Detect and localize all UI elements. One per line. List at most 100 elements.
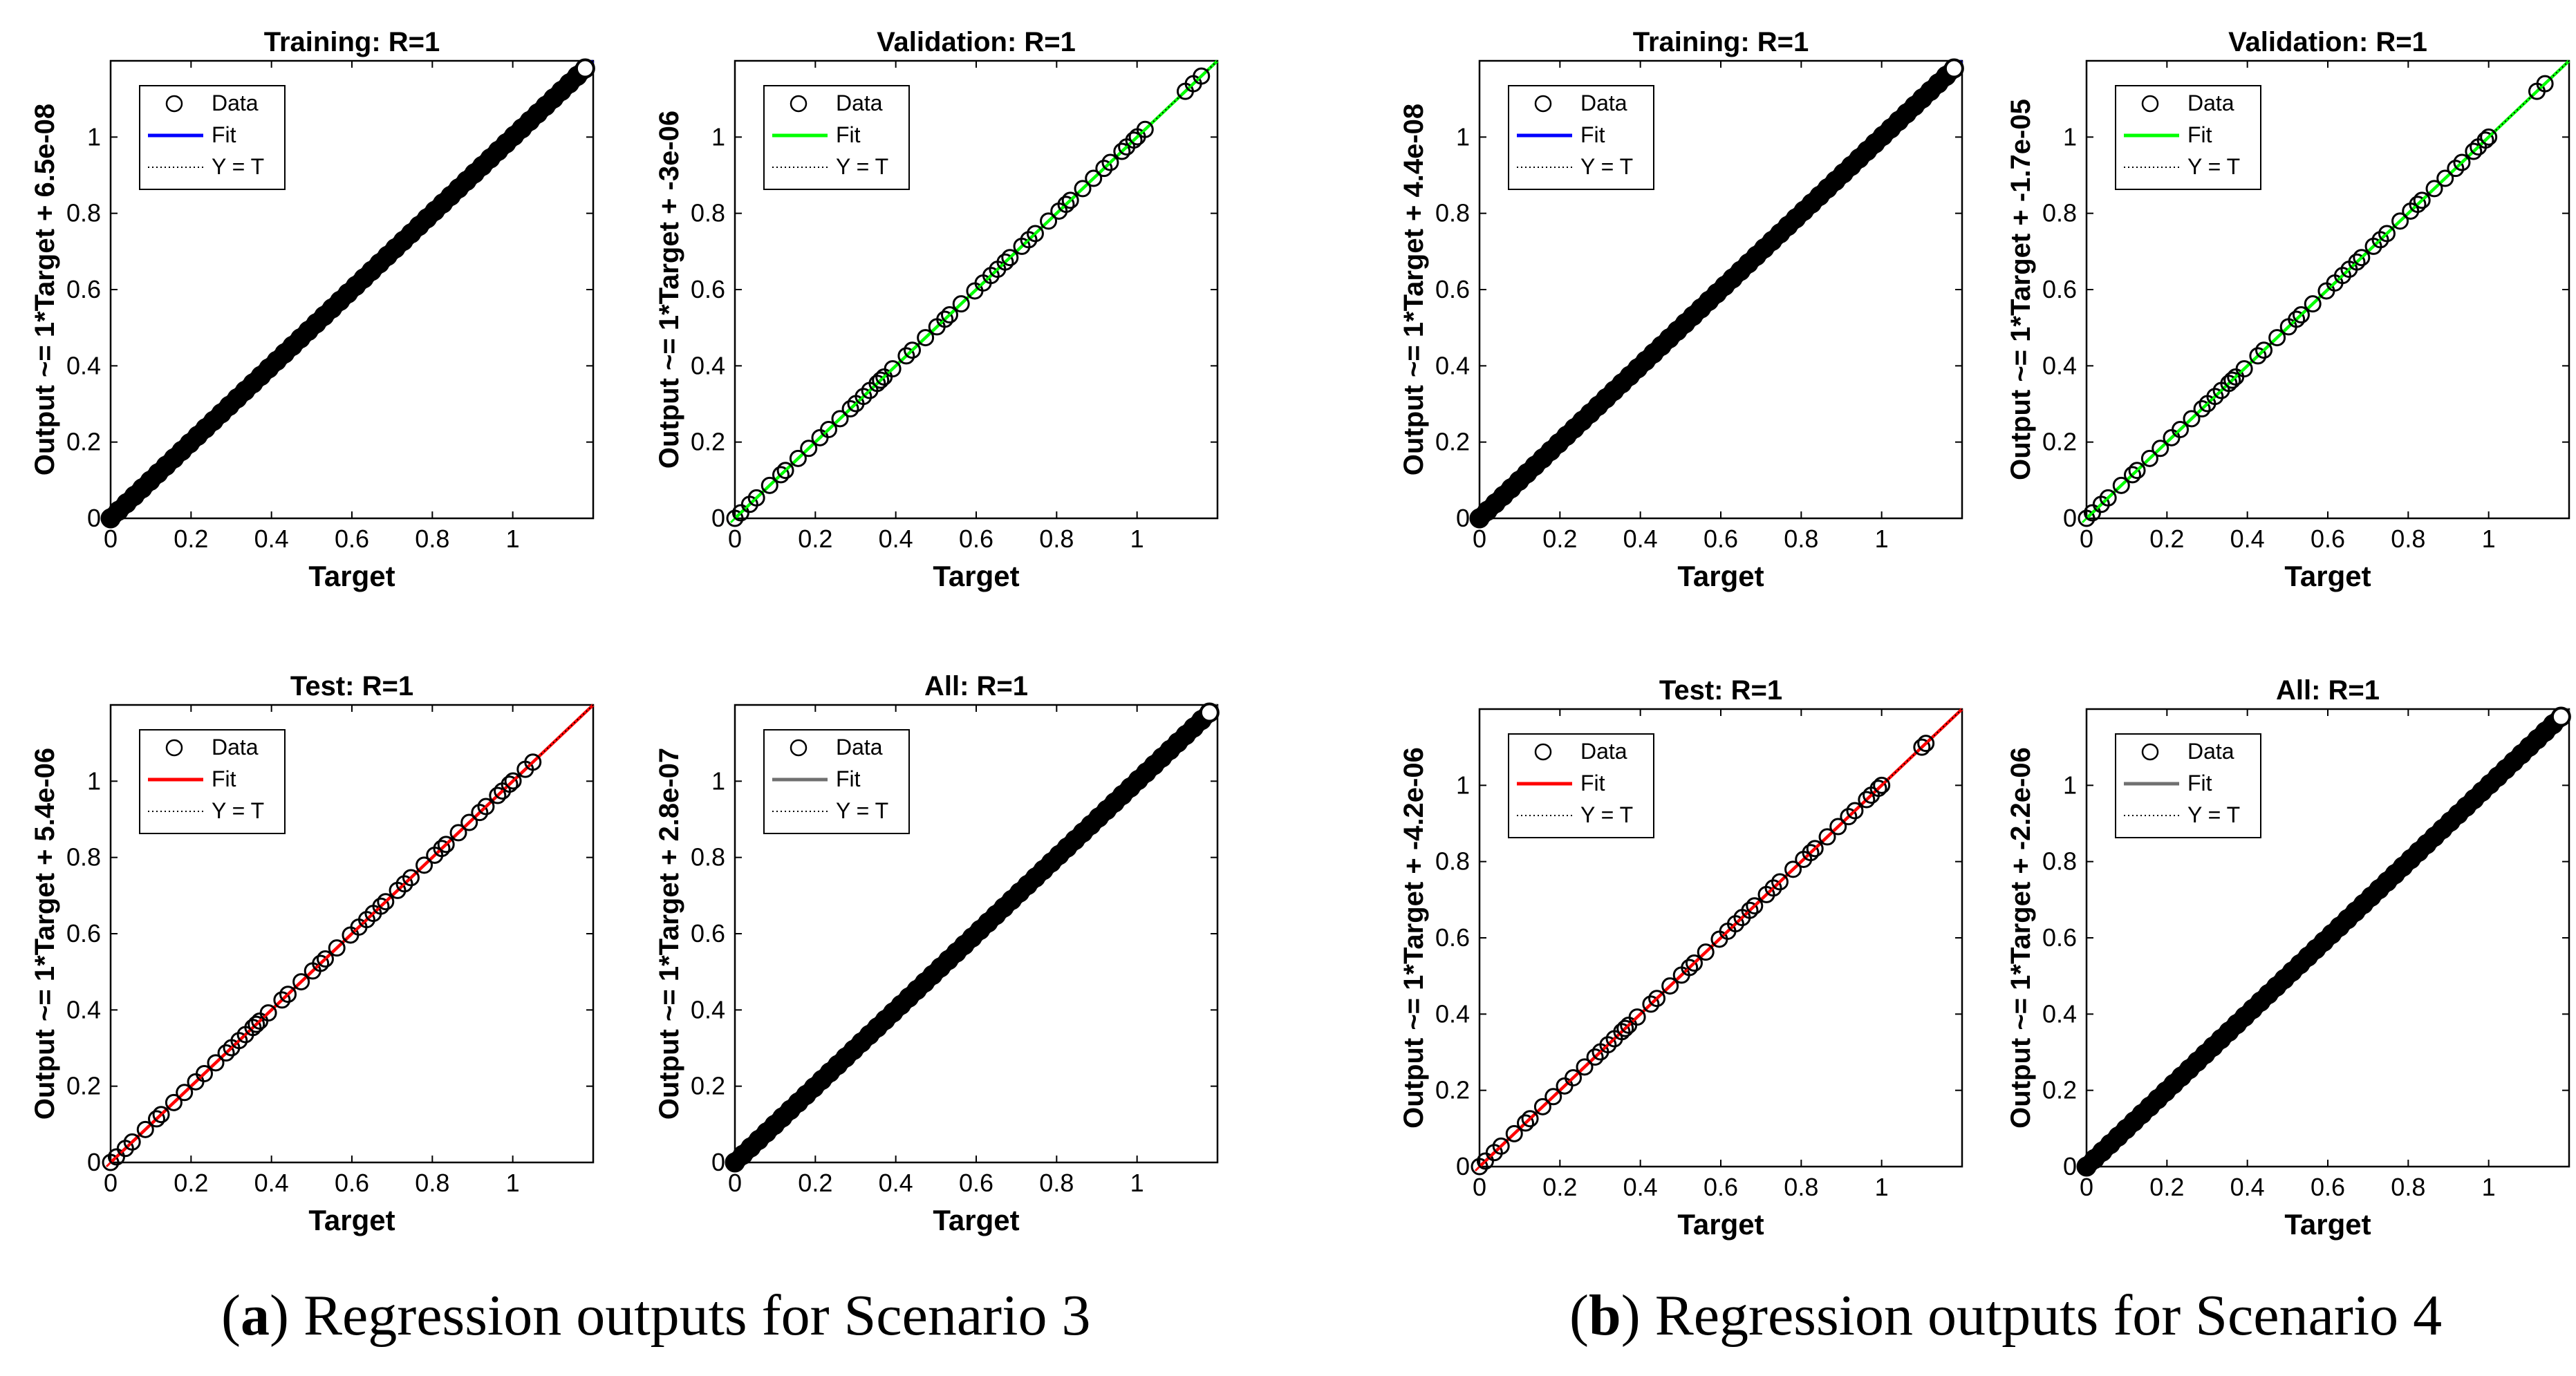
legend-box xyxy=(1508,85,1654,190)
x-tick-label: 0.2 xyxy=(174,525,208,553)
data-point xyxy=(2112,476,2130,494)
x-tick-label: 0.8 xyxy=(1784,525,1818,553)
data-point xyxy=(524,753,542,771)
legend-label: Data xyxy=(2187,91,2234,115)
data-point-fit-overlay xyxy=(2395,216,2405,226)
legend-box xyxy=(763,729,910,834)
data-point xyxy=(841,400,859,418)
legend-box xyxy=(2115,733,2261,838)
data-point xyxy=(1802,844,1820,862)
data-point-fit-overlay xyxy=(1652,993,1662,1003)
data-point-fit-overlay xyxy=(1822,831,1833,842)
data-point xyxy=(147,1110,165,1128)
data-point xyxy=(940,306,958,324)
data-point xyxy=(952,295,970,313)
x-tick-label: 0.2 xyxy=(1542,525,1577,553)
legend-label: Y = T xyxy=(836,798,888,823)
data-point-fit-overlay xyxy=(2308,299,2318,309)
legend-label: Fit xyxy=(836,122,861,147)
data-point-fit-overlay xyxy=(1140,124,1150,135)
y-tick-label: 0.6 xyxy=(1435,923,1470,952)
data-point xyxy=(152,1106,170,1124)
data-point xyxy=(855,388,872,406)
dense-data-band xyxy=(726,704,1219,1171)
x-tick-label: 0.2 xyxy=(174,1169,208,1197)
data-point xyxy=(1085,169,1103,187)
data-point xyxy=(316,950,334,968)
data-point xyxy=(1806,840,1824,858)
data-point xyxy=(2123,466,2141,484)
data-point xyxy=(489,786,507,804)
data-point xyxy=(2348,253,2366,271)
chart-title: Training: R=1 xyxy=(1633,27,1809,57)
data-point-fit-overlay xyxy=(1810,843,1820,854)
data-point-fit-overlay xyxy=(944,310,955,320)
data-point xyxy=(1586,1048,1604,1066)
data-series xyxy=(1469,58,1964,529)
data-point xyxy=(2447,160,2465,178)
data-point-fit-overlay xyxy=(907,345,917,355)
data-point xyxy=(1869,780,1887,798)
y-axis-label: Output ~= 1*Target + 5.4e-06 xyxy=(30,748,60,1120)
data-point xyxy=(1040,212,1058,230)
data-point xyxy=(102,1153,120,1171)
data-point-fit-overlay xyxy=(1105,157,1116,168)
regression-panel: 0 0.2 0.4 0.6 0.8 1 0 0.2 0.4 0.6 0.8 1 Training: R=… xyxy=(1399,27,1964,592)
x-tick-label: 0.6 xyxy=(2311,525,2345,553)
data-point-fit-overlay xyxy=(1775,876,1785,887)
data-point xyxy=(1193,67,1211,85)
caption-a: (a) Regression outputs for Scenario 3 xyxy=(221,1283,1091,1348)
data-point-fit-overlay xyxy=(1689,958,1699,968)
x-axis-label: Target xyxy=(308,560,395,592)
regression-panel: 0 0.2 0.4 0.6 0.8 1 0 0.2 0.4 0.6 0.8 1 Training: R=… xyxy=(30,27,595,592)
data-point xyxy=(884,360,902,378)
legend-label: Data xyxy=(1580,91,1627,115)
y-tick-label: 0.2 xyxy=(2042,428,2077,456)
data-point xyxy=(1917,735,1935,753)
y-tick-label: 0.4 xyxy=(2042,351,2077,379)
data-point-fit-overlay xyxy=(1005,252,1015,263)
legend-label: Data xyxy=(836,735,883,760)
x-tick-label: 1 xyxy=(1875,525,1889,553)
y-tick-label: 0 xyxy=(711,1148,725,1176)
data-point-fit-overlay xyxy=(834,413,846,424)
data-point xyxy=(312,954,330,972)
data-point xyxy=(772,466,790,484)
data-point xyxy=(2078,509,2096,527)
data-point xyxy=(207,1054,225,1072)
data-point xyxy=(471,804,489,822)
x-tick-label: 0.4 xyxy=(2230,1173,2265,1201)
y-tick-label: 1 xyxy=(1456,771,1470,799)
data-point-fit-overlay xyxy=(169,1097,179,1108)
x-tick-label: 0 xyxy=(728,525,742,553)
legend: Data Fit Y = T xyxy=(2115,85,2261,190)
data-point-fit-overlay xyxy=(508,775,519,786)
x-axis-label: Target xyxy=(1677,560,1764,592)
legend-label: Fit xyxy=(2187,122,2212,147)
legend-box xyxy=(1508,733,1654,838)
x-tick-label: 0.4 xyxy=(879,525,913,553)
data-point-fit-overlay xyxy=(1548,1091,1558,1102)
data-point-fit-overlay xyxy=(480,801,492,812)
data-point-fit-overlay xyxy=(1568,1073,1578,1083)
y-axis-label: Output ~= 1*Target + 6.5e-08 xyxy=(30,104,60,475)
data-point-fit-overlay xyxy=(2186,413,2197,424)
legend: Data Fit Y = T xyxy=(1508,733,1654,838)
data-point xyxy=(433,840,451,858)
legend-label: Y = T xyxy=(836,154,888,179)
data-point xyxy=(504,772,522,790)
data-point xyxy=(1074,180,1092,198)
dense-data-band xyxy=(1471,59,1963,527)
data-point-fit-overlay xyxy=(1088,173,1099,184)
legend-data-marker xyxy=(165,95,183,113)
data-point xyxy=(1944,59,1963,78)
data-point xyxy=(1771,873,1789,891)
x-tick-label: 1 xyxy=(2482,1173,2496,1201)
regression-panel: 0 0.2 0.4 0.6 0.8 1 0 0.2 0.4 0.6 0.8 1 Test: R=1 Tar… xyxy=(1399,675,1963,1241)
data-point xyxy=(747,489,765,507)
data-point xyxy=(1840,808,1858,826)
x-tick-label: 0.4 xyxy=(2230,525,2265,553)
y-tick-label: 0 xyxy=(1456,504,1470,532)
regression-panel: 0 0.2 0.4 0.6 0.8 1 0 0.2 0.4 0.6 0.8 1 All: R=1 Targ… xyxy=(654,671,1220,1236)
data-point xyxy=(1576,1058,1594,1076)
